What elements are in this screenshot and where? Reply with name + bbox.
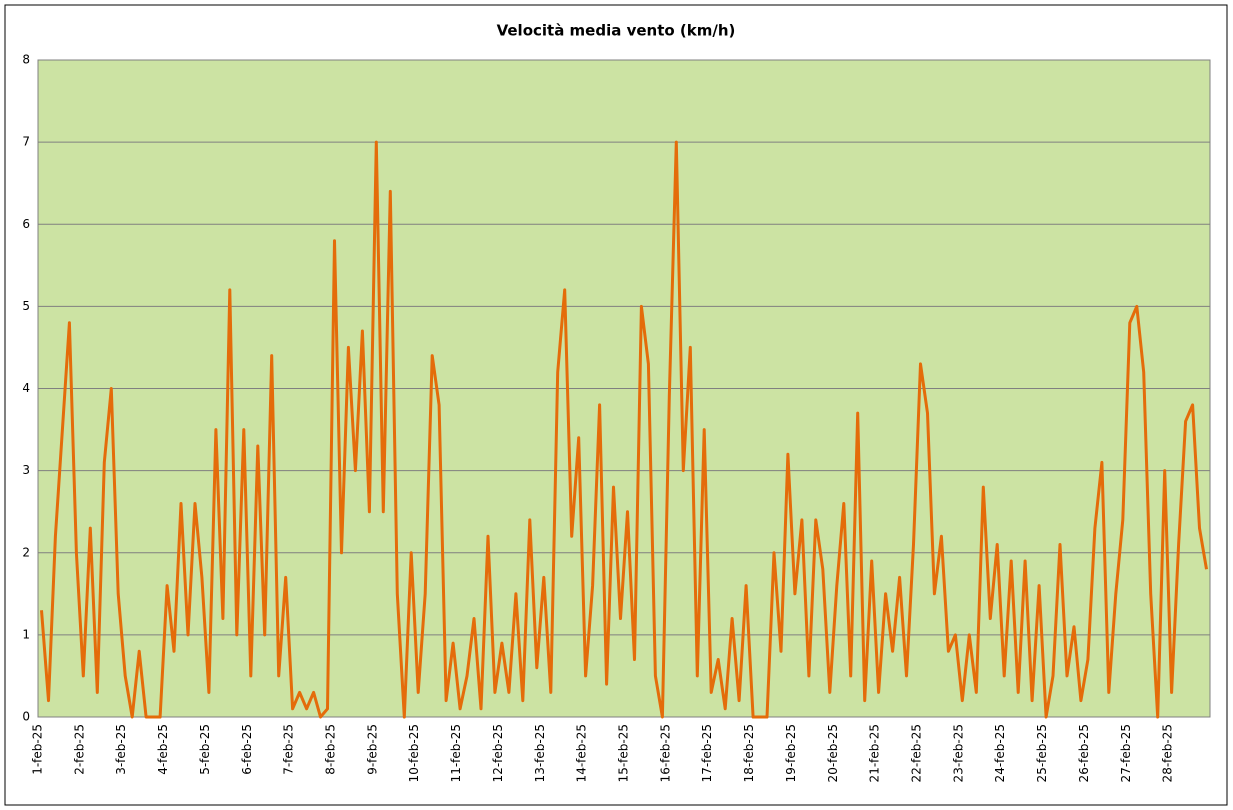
x-tick-label: 13-feb-25 (533, 724, 547, 782)
x-tick-label: 27-feb-25 (1119, 724, 1133, 782)
x-tick-label: 14-feb-25 (575, 724, 589, 782)
x-tick-label: 1-feb-25 (31, 724, 45, 775)
x-tick-label: 5-feb-25 (198, 724, 212, 775)
x-tick-label: 9-feb-25 (365, 724, 379, 775)
x-tick-label: 23-feb-25 (951, 724, 965, 782)
y-tick-label: 5 (22, 299, 30, 313)
x-tick-label: 26-feb-25 (1077, 724, 1091, 782)
x-tick-label: 12-feb-25 (491, 724, 505, 782)
x-tick-label: 24-feb-25 (993, 724, 1007, 782)
x-tick-label: 6-feb-25 (240, 724, 254, 775)
y-tick-label: 2 (22, 545, 30, 559)
x-tick-label: 28-feb-25 (1161, 724, 1175, 782)
x-tick-label: 19-feb-25 (784, 724, 798, 782)
x-tick-label: 11-feb-25 (449, 724, 463, 782)
x-tick-label: 18-feb-25 (742, 724, 756, 782)
x-tick-label: 3-feb-25 (114, 724, 128, 775)
y-tick-label: 3 (22, 463, 30, 477)
x-tick-label: 17-feb-25 (700, 724, 714, 782)
x-tick-label: 8-feb-25 (324, 724, 338, 775)
x-tick-label: 22-feb-25 (910, 724, 924, 782)
y-tick-label: 8 (22, 53, 30, 67)
y-tick-label: 6 (22, 217, 30, 231)
y-tick-label: 4 (22, 381, 30, 395)
x-tick-label: 4-feb-25 (156, 724, 170, 775)
x-tick-label: 2-feb-25 (72, 724, 86, 775)
x-tick-label: 7-feb-25 (282, 724, 296, 775)
x-tick-label: 10-feb-25 (407, 724, 421, 782)
x-tick-label: 16-feb-25 (658, 724, 672, 782)
data-line (40, 140, 1208, 719)
x-tick-label: 15-feb-25 (617, 724, 631, 782)
x-tick-label: 21-feb-25 (868, 724, 882, 782)
y-tick-label: 1 (22, 627, 30, 641)
y-tick-label: 0 (22, 710, 30, 724)
chart-title: Velocità media vento (km/h) (497, 22, 736, 40)
y-tick-label: 7 (22, 135, 30, 149)
x-tick-label: 20-feb-25 (826, 724, 840, 782)
x-tick-label: 25-feb-25 (1035, 724, 1049, 782)
